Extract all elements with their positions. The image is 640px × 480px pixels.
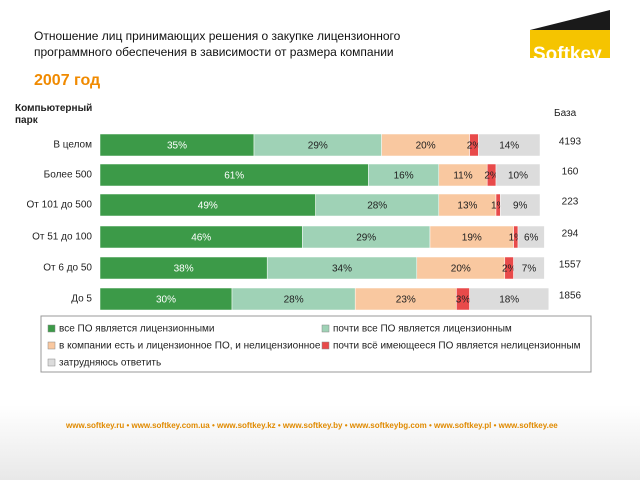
legend-label: все ПО является лицензионными bbox=[59, 324, 214, 335]
value-label: 3% bbox=[456, 295, 471, 306]
base-value: 1856 bbox=[559, 291, 582, 302]
base-value: 1557 bbox=[559, 260, 582, 271]
value-label: 1% bbox=[509, 233, 524, 244]
value-label: 9% bbox=[513, 201, 528, 212]
logo-text: Softkey bbox=[533, 44, 602, 65]
value-label: 20% bbox=[416, 141, 436, 152]
logo-shape bbox=[530, 30, 610, 58]
value-label: 28% bbox=[367, 201, 387, 212]
legend-label: почти все ПО является лицензионным bbox=[333, 324, 512, 335]
value-label: 18% bbox=[499, 295, 519, 306]
legend-swatch bbox=[47, 358, 56, 367]
bar-segment bbox=[517, 225, 545, 249]
footer-bg bbox=[0, 405, 640, 480]
value-label: 19% bbox=[462, 233, 482, 244]
value-label: 10% bbox=[508, 171, 528, 182]
value-label: 2% bbox=[467, 141, 482, 152]
legend-swatch bbox=[321, 341, 330, 350]
category-label: От 51 до 100 bbox=[32, 232, 92, 243]
bar-segment bbox=[500, 193, 541, 217]
category-label: От 6 до 50 bbox=[43, 263, 92, 274]
footer-links: www.softkey.ru • www.softkey.com.ua • ww… bbox=[66, 421, 558, 430]
base-value: 4193 bbox=[559, 137, 582, 148]
value-label: 46% bbox=[191, 233, 211, 244]
legend-swatch bbox=[321, 324, 330, 333]
value-label: 1% bbox=[491, 201, 506, 212]
axis-label: Компьютерный парк bbox=[15, 103, 93, 126]
legend-box bbox=[40, 315, 592, 373]
value-label: 28% bbox=[284, 295, 304, 306]
category-label: От 101 до 500 bbox=[27, 200, 93, 211]
value-label: 2% bbox=[502, 264, 517, 275]
subtitle: 2007 год bbox=[34, 72, 101, 89]
base-value: 223 bbox=[562, 197, 579, 208]
bar-segment bbox=[478, 133, 541, 157]
legend-label: в компании есть и лицензионное ПО, и нел… bbox=[59, 341, 321, 352]
value-label: 61% bbox=[224, 171, 244, 182]
value-label: 49% bbox=[198, 201, 218, 212]
legend-swatch bbox=[47, 341, 56, 350]
bar-segment bbox=[513, 256, 545, 280]
legend-label: затрудняюсь ответить bbox=[59, 358, 161, 369]
legend-label: почти всё имеющееся ПО является нелиценз… bbox=[333, 341, 581, 352]
bar-segment bbox=[495, 163, 541, 187]
legend-swatch bbox=[47, 324, 56, 333]
value-label: 14% bbox=[499, 141, 519, 152]
value-label: 35% bbox=[167, 141, 187, 152]
value-label: 20% bbox=[451, 264, 471, 275]
value-label: 16% bbox=[394, 171, 414, 182]
category-label: До 5 bbox=[71, 294, 92, 305]
category-label: Более 500 bbox=[44, 170, 93, 181]
value-label: 34% bbox=[332, 264, 352, 275]
value-label: 23% bbox=[396, 295, 416, 306]
value-label: 29% bbox=[356, 233, 376, 244]
title: Отношение лиц принимающих решения о заку… bbox=[34, 29, 401, 59]
value-label: 11% bbox=[453, 171, 472, 182]
value-label: 2% bbox=[484, 171, 499, 182]
logo-shape bbox=[530, 10, 610, 30]
value-label: 6% bbox=[524, 233, 539, 244]
base-label: База bbox=[554, 108, 577, 119]
value-label: 38% bbox=[174, 264, 194, 275]
value-label: 30% bbox=[156, 295, 176, 306]
value-label: 7% bbox=[522, 264, 537, 275]
base-value: 294 bbox=[562, 229, 579, 240]
value-label: 29% bbox=[308, 141, 328, 152]
value-label: 13% bbox=[457, 201, 477, 212]
category-label: В целом bbox=[53, 140, 92, 151]
bar-segment bbox=[469, 287, 550, 311]
base-value: 160 bbox=[562, 167, 579, 178]
